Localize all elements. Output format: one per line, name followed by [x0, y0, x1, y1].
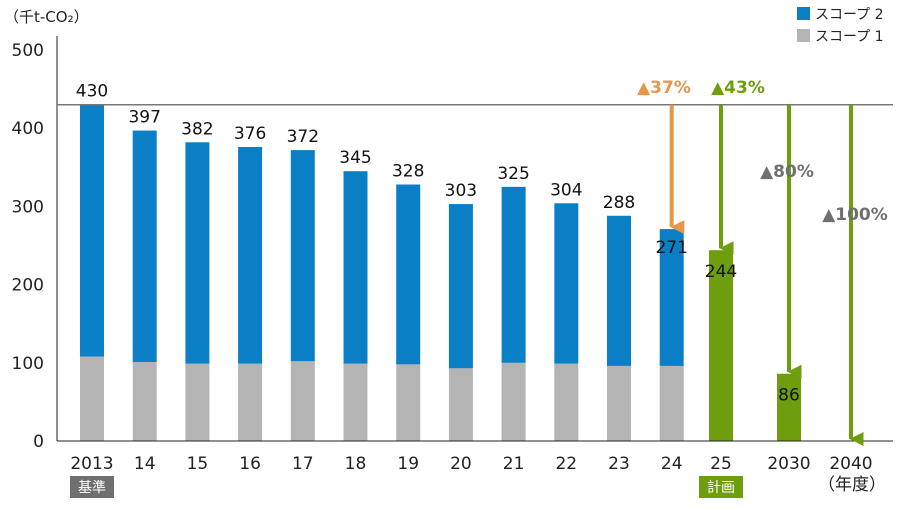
total-label-17: 372 [287, 127, 319, 147]
bar-scope2-14 [132, 130, 157, 363]
bar-scope2-16 [238, 146, 263, 364]
bar-scope1-18 [343, 363, 368, 441]
baseline-tag [70, 476, 114, 498]
bars [80, 104, 684, 441]
bar-target-2030 [777, 373, 801, 441]
bar-target-25 [709, 250, 733, 441]
y-tick-label: 500 [12, 41, 44, 61]
value-label-25: 244 [705, 262, 737, 282]
y-tick-label: 0 [33, 432, 44, 452]
y-axis-unit-label: （千t-CO₂） [4, 8, 89, 26]
bar-scope1-21 [501, 362, 526, 441]
legend-label-scope1: スコープ 1 [815, 29, 884, 45]
x-tick-label: 19 [397, 454, 419, 474]
bar-scope2-2013 [80, 104, 104, 357]
x-tick-label: 2013 [70, 454, 113, 474]
x-axis: 2013 14 15 16 17 18 19 20 21 22 23 24 25 2030 2040 [70, 454, 872, 474]
bar-scope1-24 [659, 365, 684, 441]
y-tick-label: 200 [12, 276, 44, 296]
bar-scope1-19 [396, 364, 421, 441]
category-tags: 基準 計画 [70, 476, 743, 498]
legend-label-scope2: スコープ 2 [815, 7, 884, 23]
x-tick-label: 2040 [829, 454, 872, 474]
bar-scope2-22 [554, 203, 579, 364]
y-axis: 0 100 200 300 400 500 [12, 41, 44, 452]
bar-scope1-15 [185, 363, 210, 441]
x-tick-label: 16 [239, 454, 261, 474]
target-bars [709, 250, 801, 441]
reduction-label-25: ▲43% [711, 78, 765, 98]
total-label-19: 328 [392, 162, 424, 182]
bar-scope2-24 [659, 229, 684, 366]
legend: スコープ 2 スコープ 1 [797, 7, 884, 45]
plan-tag [699, 476, 743, 498]
total-label-14: 397 [128, 108, 160, 128]
bar-scope1-2013 [80, 356, 104, 441]
bar-scope2-18 [343, 171, 368, 364]
legend-swatch-scope1 [797, 29, 810, 42]
y-tick-label: 300 [12, 197, 44, 217]
bar-scope1-14 [132, 362, 157, 441]
bar-scope2-15 [185, 142, 210, 364]
x-tick-label: 20 [450, 454, 472, 474]
reduction-label-2040: ▲100% [822, 205, 888, 225]
x-axis-unit-label: （年度） [818, 475, 886, 495]
bar-scope1-20 [448, 368, 473, 441]
x-tick-label: 14 [134, 454, 156, 474]
plan-tag-label: 計画 [707, 480, 735, 496]
reduction-arrows [669, 104, 864, 446]
bar-scope1-22 [554, 363, 579, 441]
total-label-23: 288 [603, 193, 635, 213]
baseline-tag-label: 基準 [78, 479, 106, 496]
bar-scope1-17 [290, 361, 315, 441]
total-label-18: 345 [339, 148, 371, 168]
total-label-2013: 430 [76, 82, 108, 102]
x-tick-label: 24 [661, 454, 683, 474]
bar-scope2-20 [448, 204, 473, 369]
total-label-21: 325 [497, 164, 529, 184]
x-tick-label: 25 [710, 454, 732, 474]
y-tick-label: 100 [12, 354, 44, 374]
y-tick-label: 400 [12, 119, 44, 139]
bar-scope2-23 [607, 215, 631, 366]
x-tick-label: 2030 [767, 454, 810, 474]
bar-scope1-16 [238, 363, 263, 441]
reduction-label-2024: ▲37% [637, 78, 691, 98]
total-label-20: 303 [445, 181, 477, 201]
total-label-22: 304 [550, 180, 582, 200]
bar-scope2-21 [501, 186, 526, 363]
value-label-2030: 86 [778, 386, 800, 406]
total-label-15: 382 [181, 119, 213, 139]
value-label-24: 271 [655, 238, 687, 258]
reduction-label-2030: ▲80% [760, 162, 814, 182]
total-label-16: 376 [234, 124, 266, 144]
data-labels: 430 397 382 376 372 345 328 303 325 304 288 271 244 8… [76, 78, 888, 406]
bar-scope1-23 [607, 365, 631, 441]
bar-scope2-17 [290, 150, 315, 362]
legend-swatch-scope2 [797, 7, 810, 20]
x-tick-label: 22 [555, 454, 577, 474]
x-tick-label: 23 [608, 454, 630, 474]
x-tick-label: 15 [187, 454, 209, 474]
x-tick-label: 17 [292, 454, 314, 474]
x-tick-label: 21 [503, 454, 525, 474]
bar-scope2-19 [396, 184, 421, 365]
x-tick-label: 18 [345, 454, 367, 474]
